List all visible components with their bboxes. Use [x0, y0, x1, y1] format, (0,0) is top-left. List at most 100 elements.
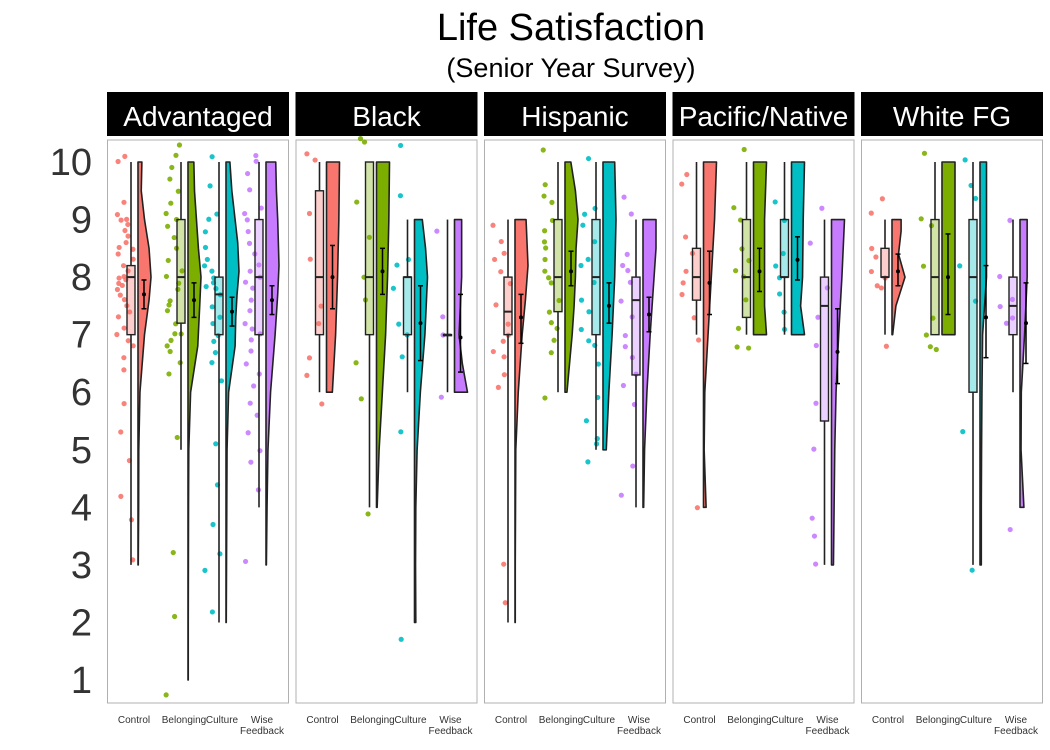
- data-point: [695, 337, 702, 343]
- data-point: [248, 459, 254, 465]
- data-point: [166, 371, 172, 377]
- data-point: [969, 567, 975, 573]
- data-point: [118, 493, 124, 499]
- data-point: [434, 228, 440, 234]
- y-tick-label: 3: [71, 545, 92, 587]
- data-point: [501, 250, 507, 256]
- data-point: [682, 234, 689, 240]
- data-point: [405, 256, 412, 263]
- data-point: [505, 321, 511, 327]
- data-point: [116, 275, 122, 281]
- data-point: [586, 338, 592, 344]
- data-point: [116, 244, 122, 251]
- data-point: [361, 139, 368, 145]
- data-point: [772, 199, 778, 205]
- data-point: [354, 199, 360, 205]
- mean-point: [230, 309, 234, 314]
- x-tick-label: Feedback: [240, 726, 285, 737]
- data-point: [620, 262, 626, 269]
- data-point: [878, 285, 884, 291]
- data-point: [202, 244, 209, 251]
- box: [553, 218, 563, 313]
- data-point: [921, 150, 928, 156]
- group-belonging: [540, 147, 579, 401]
- data-point: [585, 459, 591, 465]
- x-tick-label: Culture: [206, 715, 239, 726]
- data-point: [257, 448, 263, 454]
- data-point: [548, 320, 554, 326]
- data-point: [493, 302, 499, 308]
- group-control: [304, 151, 341, 407]
- data-point: [592, 239, 598, 245]
- x-tick-label: Belonging: [539, 715, 583, 726]
- mean-point: [519, 315, 523, 320]
- data-point: [809, 515, 815, 521]
- data-point: [551, 337, 557, 343]
- data-point: [251, 383, 257, 389]
- mean-point: [707, 280, 712, 285]
- data-point: [624, 251, 630, 257]
- data-point: [366, 234, 372, 240]
- data-point: [318, 303, 324, 309]
- box: [503, 276, 513, 336]
- data-point: [811, 533, 818, 539]
- data-point: [121, 199, 127, 205]
- data-point: [819, 205, 825, 211]
- data-point: [120, 263, 127, 269]
- data-point: [210, 521, 216, 528]
- data-point: [175, 188, 181, 194]
- data-point: [549, 199, 555, 205]
- data-point: [920, 263, 927, 269]
- data-point: [1003, 320, 1010, 326]
- violin: [265, 161, 280, 566]
- violin: [642, 218, 657, 509]
- box: [314, 190, 325, 336]
- data-point: [583, 418, 590, 424]
- facet-border: [484, 139, 666, 704]
- box: [968, 218, 978, 393]
- data-point: [741, 146, 747, 153]
- group-belonging: [163, 142, 202, 698]
- data-point: [123, 239, 129, 246]
- data-point: [743, 297, 749, 303]
- box: [779, 218, 790, 278]
- data-point: [498, 238, 504, 245]
- data-point: [218, 378, 225, 384]
- box: [402, 276, 413, 336]
- mean-point: [330, 275, 335, 280]
- data-point: [962, 157, 968, 163]
- facet-label: White FG: [893, 101, 1011, 132]
- data-point: [163, 692, 169, 698]
- data-point: [679, 181, 685, 187]
- data-point: [247, 308, 253, 314]
- group-wise-feedback: [434, 218, 469, 400]
- x-tick-label: Feedback: [429, 726, 474, 737]
- data-point: [390, 285, 397, 291]
- y-tick-label: 4: [71, 487, 92, 529]
- data-point: [733, 268, 739, 274]
- data-point: [130, 256, 136, 262]
- x-tick-label: Wise: [1005, 715, 1028, 726]
- data-point: [745, 345, 752, 351]
- data-point: [304, 372, 310, 378]
- data-point: [248, 348, 254, 354]
- mean-point: [569, 269, 573, 274]
- data-point: [244, 217, 250, 223]
- mean-point: [607, 303, 611, 308]
- facet-strip: [484, 92, 666, 136]
- box: [214, 276, 224, 336]
- data-point: [125, 221, 131, 228]
- data-point: [548, 350, 554, 356]
- data-point: [960, 429, 966, 435]
- facet-label: Pacific/Native: [679, 101, 849, 132]
- facet-label: Hispanic: [521, 101, 628, 132]
- facet-panel: Pacific/Native Control Belonging Culture Wis…: [672, 92, 855, 737]
- group-culture: [578, 155, 617, 465]
- data-point: [365, 511, 371, 517]
- data-point: [167, 176, 173, 182]
- data-point: [543, 245, 549, 251]
- data-point: [306, 210, 313, 217]
- data-point: [398, 636, 404, 642]
- x-tick-label: Culture: [960, 715, 993, 726]
- data-point: [592, 205, 598, 212]
